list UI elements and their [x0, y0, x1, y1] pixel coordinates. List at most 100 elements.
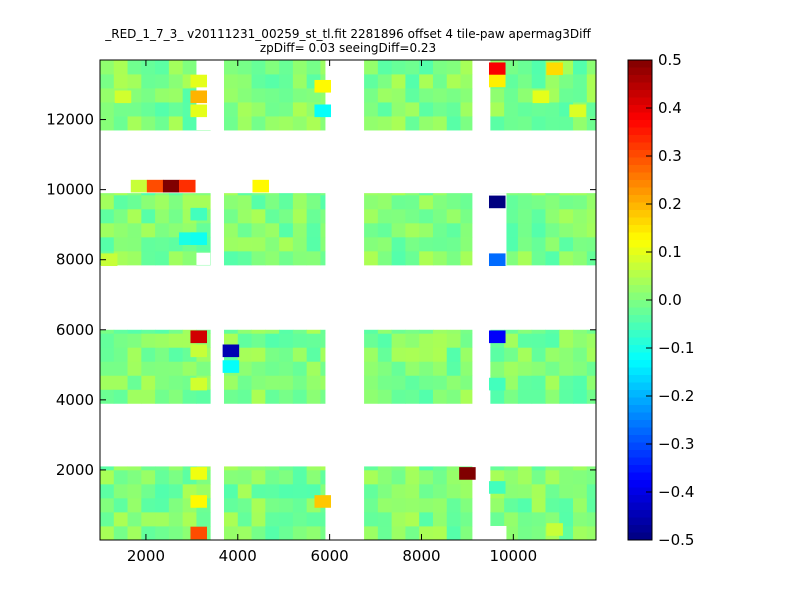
- heatmap-cell: [155, 347, 170, 362]
- heatmap-cell: [573, 250, 588, 266]
- outlier-cell: [190, 207, 208, 221]
- outlier-cell: [488, 195, 506, 209]
- outlier-cell: [190, 467, 208, 480]
- heatmap-cell: [113, 333, 128, 348]
- heatmap-cell: [490, 102, 505, 117]
- heatmap-cell: [306, 194, 321, 210]
- heatmap-cell: [320, 469, 326, 485]
- heatmap-cell: [377, 361, 393, 376]
- heatmap-cell: [559, 116, 574, 131]
- heatmap-cell: [265, 525, 280, 541]
- heatmap-cell: [517, 466, 533, 471]
- heatmap-cell: [306, 116, 321, 131]
- heatmap-cell: [251, 347, 266, 362]
- ccd-tile-block: [364, 193, 473, 266]
- colorbar-segment: [628, 142, 652, 151]
- heatmap-cell: [251, 333, 266, 348]
- heatmap-cell: [113, 194, 128, 210]
- heatmap-cell: [573, 116, 588, 131]
- heatmap-cell: [490, 511, 505, 527]
- heatmap-cell: [155, 193, 170, 196]
- heatmap-cell: [517, 222, 533, 238]
- heatmap-cell: [168, 102, 184, 117]
- ccd-tile-block: [490, 466, 597, 541]
- heatmap-cell: [377, 194, 393, 210]
- heatmap-cell: [545, 116, 560, 131]
- heatmap-cell: [504, 466, 519, 471]
- heatmap-cell: [265, 469, 280, 485]
- heatmap-cell: [113, 466, 128, 471]
- heatmap-cell: [446, 222, 461, 238]
- heatmap-cell: [168, 361, 184, 376]
- heatmap-cell: [573, 222, 588, 238]
- heatmap-cell: [364, 375, 379, 390]
- colorbar-tick-label: −0.1: [658, 339, 694, 357]
- heatmap-cell: [545, 193, 560, 196]
- heatmap-cell: [419, 250, 434, 266]
- heatmap-cell: [364, 74, 379, 89]
- heatmap-cell: [320, 194, 326, 210]
- ccd-tile-block: [224, 193, 326, 266]
- heatmap-cell: [432, 347, 448, 362]
- empty-cell: [488, 193, 507, 265]
- heatmap-cell: [306, 511, 321, 527]
- heatmap-cell: [279, 375, 294, 390]
- heatmap-cell: [113, 497, 128, 513]
- heatmap-cell: [586, 497, 597, 513]
- heatmap-cell: [251, 88, 266, 103]
- heatmap-cell: [292, 116, 308, 131]
- heatmap-cell: [320, 511, 326, 527]
- colorbar-tick-label: −0.3: [658, 435, 694, 453]
- heatmap-cell: [504, 333, 519, 348]
- heatmap-cell: [237, 497, 252, 513]
- heatmap-cell: [460, 329, 473, 334]
- heatmap-cell: [237, 60, 252, 75]
- heatmap-cell: [155, 333, 170, 348]
- heatmap-cell: [168, 116, 184, 131]
- colorbar-segment: [628, 442, 652, 451]
- heatmap-cell: [141, 193, 156, 196]
- colorbar-segment: [628, 127, 652, 136]
- heatmap-cell: [306, 193, 321, 196]
- heatmap-cell: [432, 194, 448, 210]
- outlier-cell: [314, 104, 332, 118]
- colorbar-segment: [628, 330, 652, 338]
- heatmap-cell: [531, 389, 546, 404]
- heatmap-cell: [237, 236, 252, 252]
- heatmap-cell: [545, 74, 560, 89]
- heatmap-cell: [559, 208, 574, 224]
- heatmap-cell: [559, 222, 574, 238]
- heatmap-cell: [504, 389, 519, 404]
- heatmap-cell: [292, 329, 308, 334]
- heatmap-cell: [504, 361, 519, 376]
- heatmap-cell: [559, 333, 574, 348]
- heatmap-cell: [127, 347, 142, 362]
- heatmap-cell: [586, 194, 597, 210]
- heatmap-cell: [391, 74, 406, 89]
- heatmap-cell: [265, 466, 280, 471]
- heatmap-cell: [127, 60, 142, 75]
- heatmap-cell: [306, 347, 321, 362]
- heatmap-cell: [113, 375, 128, 390]
- heatmap-cell: [320, 208, 326, 224]
- heatmap-cell: [251, 361, 266, 376]
- heatmap-cell: [573, 375, 588, 390]
- heatmap-cell: [100, 347, 115, 362]
- heatmap-cell: [460, 208, 473, 224]
- colorbar-segment: [628, 225, 652, 233]
- colorbar-segment: [628, 532, 652, 541]
- colorbar-segment: [628, 247, 652, 256]
- heatmap-cell: [100, 88, 115, 103]
- heatmap-cell: [127, 208, 142, 224]
- heatmap-cell: [490, 116, 505, 131]
- heatmap-cell: [306, 375, 321, 390]
- heatmap-cell: [292, 88, 308, 103]
- heatmap-cell: [559, 74, 574, 89]
- heatmap-cell: [251, 466, 266, 471]
- heatmap-cell: [364, 236, 379, 252]
- heatmap-cell: [320, 389, 326, 404]
- outlier-cell: [546, 62, 563, 76]
- colorbar-segment: [628, 525, 652, 533]
- heatmap-cell: [168, 250, 184, 266]
- heatmap-cell: [237, 102, 252, 117]
